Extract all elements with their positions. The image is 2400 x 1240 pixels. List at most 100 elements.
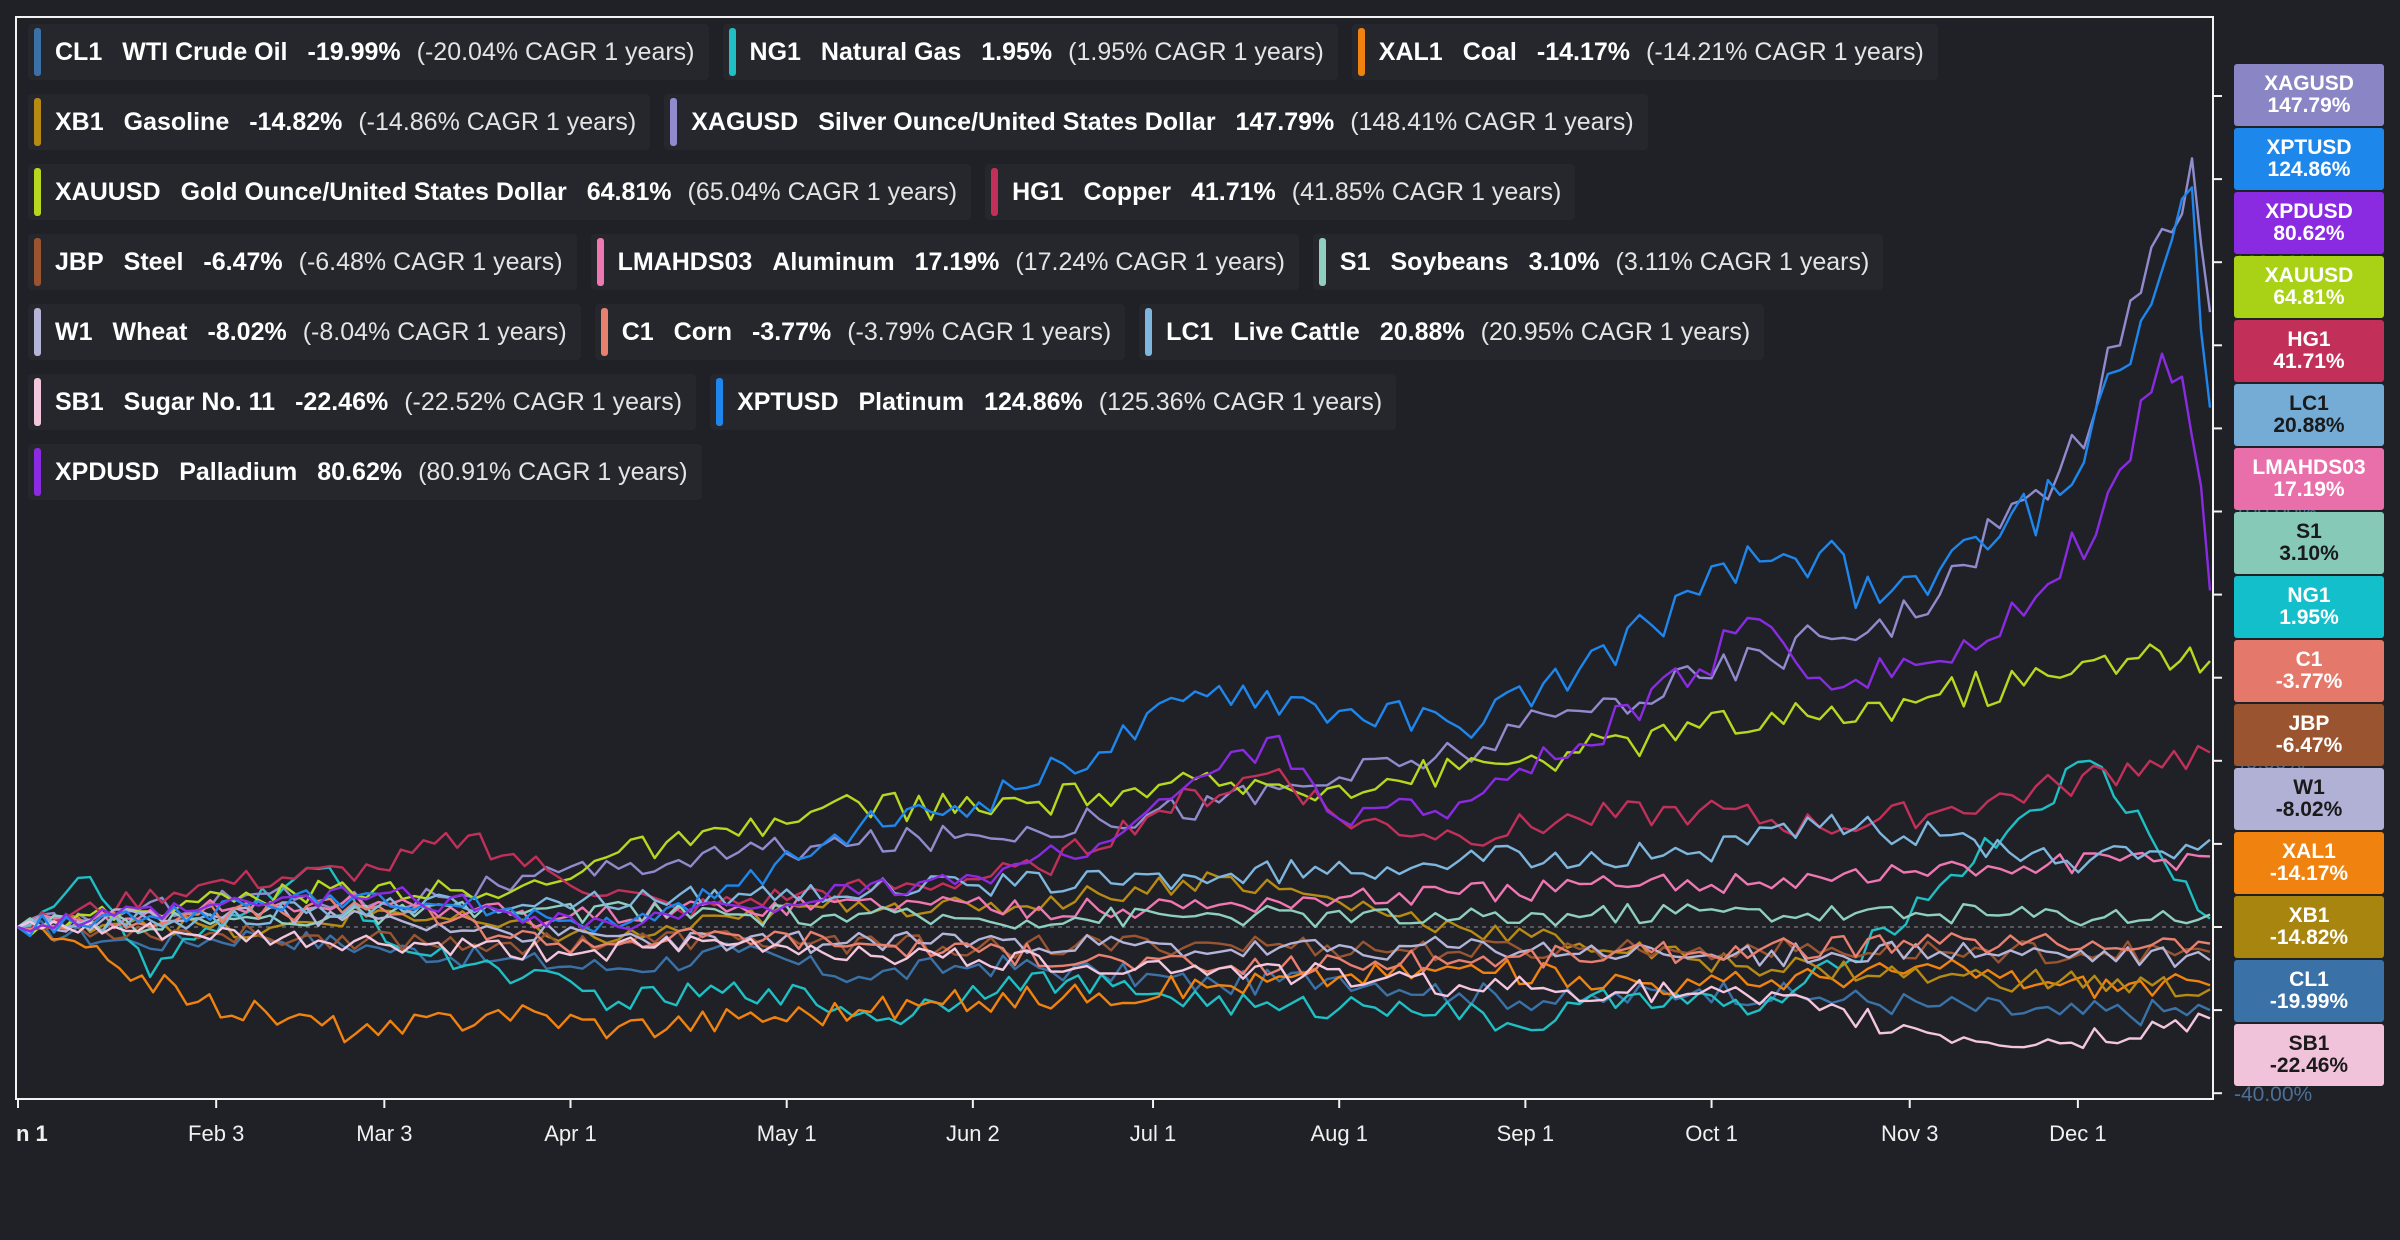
legend-item-ng1[interactable]: NG1 Natural Gas 1.95% (1.95% CAGR 1 years) [722, 24, 1338, 80]
value-badge-xagusd: XAGUSD 147.79% [2234, 64, 2384, 126]
legend-cagr: (-14.86% CAGR 1 years) [358, 107, 637, 136]
legend-symbol: XAUUSD [55, 177, 161, 206]
value-badge-xauusd: XAUUSD 64.81% [2234, 256, 2384, 318]
badge-symbol: LC1 [2289, 392, 2329, 415]
legend-pct: -22.46% [295, 387, 389, 416]
series-line-xauusd [17, 643, 2211, 937]
legend-symbol: SB1 [55, 387, 104, 416]
badge-value: -8.02% [2275, 798, 2343, 821]
legend-swatch [34, 168, 41, 216]
x-tick-label: Feb 3 [188, 1121, 244, 1146]
badge-value: 64.81% [2273, 286, 2345, 309]
legend-swatch [596, 238, 604, 286]
legend-item-xptusd[interactable]: XPTUSD Platinum 124.86% (125.36% CAGR 1 yea… [710, 374, 1397, 430]
legend-cagr: (-14.21% CAGR 1 years) [1646, 37, 1924, 66]
legend-swatch [34, 448, 41, 496]
value-badge-c1: C1 -3.77% [2234, 640, 2384, 702]
legend-swatch [1318, 238, 1326, 286]
badge-symbol: XAL1 [2282, 840, 2336, 863]
legend-name: Soybeans [1390, 247, 1509, 276]
badge-value: -6.47% [2275, 734, 2343, 757]
series-line-ng1 [17, 759, 2211, 1032]
legend-swatch [728, 28, 736, 76]
legend-pct: 3.10% [1528, 247, 1600, 276]
legend-pct: 147.79% [1235, 107, 1335, 136]
legend-symbol: XPTUSD [737, 387, 839, 416]
badge-symbol: CL1 [2289, 968, 2329, 991]
legend-name: Platinum [858, 387, 965, 416]
legend-cagr: (-3.79% CAGR 1 years) [847, 317, 1112, 346]
legend-symbol: NG1 [749, 37, 801, 66]
legend-pct: 20.88% [1379, 317, 1465, 346]
legend-item-w1[interactable]: W1 Wheat -8.02% (-8.04% CAGR 1 years) [28, 304, 581, 360]
legend-name: Gold Ounce/United States Dollar [180, 177, 567, 206]
legend-cagr: (-20.04% CAGR 1 years) [416, 37, 695, 66]
legend-item-sb1[interactable]: SB1 Sugar No. 11 -22.46% (-22.52% CAGR 1 ye… [28, 374, 697, 430]
legend-symbol: CL1 [55, 37, 103, 66]
legend-name: Palladium [179, 457, 298, 486]
series-line-c1 [17, 897, 2211, 977]
legend-item-xagusd[interactable]: XAGUSD Silver Ounce/United States Dollar 1… [664, 94, 1648, 150]
value-badge-xpdusd: XPDUSD 80.62% [2234, 192, 2384, 254]
legend-item-xb1[interactable]: XB1 Gasoline -14.82% (-14.86% CAGR 1 years) [28, 94, 651, 150]
badge-symbol: HG1 [2287, 328, 2331, 351]
legend-cagr: (125.36% CAGR 1 years) [1098, 387, 1383, 416]
legend-name: Silver Ounce/United States Dollar [818, 107, 1216, 136]
value-badge-jbp: JBP -6.47% [2234, 704, 2384, 766]
badge-value: 80.62% [2273, 222, 2345, 245]
legend-swatch [670, 98, 678, 146]
legend-name: Gasoline [123, 107, 230, 136]
legend-pct: -3.77% [751, 317, 832, 346]
legend-swatch [1145, 308, 1153, 356]
legend-name: Copper [1083, 177, 1172, 206]
badge-symbol: SB1 [2288, 1032, 2330, 1055]
badge-symbol: XAUUSD [2264, 264, 2354, 287]
legend-symbol: XPDUSD [55, 457, 160, 486]
legend-cagr: (20.95% CAGR 1 years) [1480, 317, 1751, 346]
legend-symbol: HG1 [1012, 177, 1064, 206]
badge-symbol: C1 [2295, 648, 2323, 671]
legend-item-xal1[interactable]: XAL1 Coal -14.17% (-14.21% CAGR 1 years) [1351, 24, 1938, 80]
legend-item-c1[interactable]: C1 Corn -3.77% (-3.79% CAGR 1 years) [594, 304, 1126, 360]
legend-cagr: (1.95% CAGR 1 years) [1068, 37, 1324, 66]
badge-symbol: NG1 [2287, 584, 2331, 607]
series-line-cl1 [17, 919, 2211, 1027]
legend-item-cl1[interactable]: CL1 WTI Crude Oil -19.99% (-20.04% CAGR 1 y… [28, 24, 709, 80]
legend-symbol: XB1 [55, 107, 104, 136]
legend-item-lc1[interactable]: LC1 Live Cattle 20.88% (20.95% CAGR 1 years… [1139, 304, 1765, 360]
value-badge-s1: S1 3.10% [2234, 512, 2384, 574]
badge-value: -3.77% [2275, 670, 2343, 693]
value-badge-ng1: NG1 1.95% [2234, 576, 2384, 638]
legend-pct: 64.81% [586, 177, 672, 206]
legend-cagr: (3.11% CAGR 1 years) [1615, 247, 1870, 276]
legend-item-s1[interactable]: S1 Soybeans 3.10% (3.11% CAGR 1 years) [1312, 234, 1884, 290]
series-line-sb1 [17, 920, 2211, 1050]
badge-value: 17.19% [2273, 478, 2345, 501]
legend-item-jbp[interactable]: JBP Steel -6.47% (-6.48% CAGR 1 years) [28, 234, 577, 290]
legend-pct: 41.71% [1191, 177, 1276, 206]
legend-name: Aluminum [772, 247, 895, 276]
legend-swatch [34, 378, 41, 426]
value-badge-xptusd: XPTUSD 124.86% [2234, 128, 2384, 190]
legend-item-xauusd[interactable]: XAUUSD Gold Ounce/United States Dollar 64.… [28, 164, 972, 220]
value-badge-cl1: CL1 -19.99% [2234, 960, 2384, 1022]
legend-item-hg1[interactable]: HG1 Copper 41.71% (41.85% CAGR 1 years) [985, 164, 1576, 220]
legend-symbol: W1 [55, 317, 93, 346]
legend-name: Corn [673, 317, 732, 346]
legend-swatch [34, 238, 41, 286]
x-tick-label: Nov 3 [1881, 1121, 1938, 1146]
badge-value: 124.86% [2267, 158, 2351, 181]
legend-name: Wheat [112, 317, 188, 346]
x-tick-label: Jun 2 [946, 1121, 1000, 1146]
legend-item-xpdusd[interactable]: XPDUSD Palladium 80.62% (80.91% CAGR 1 year… [28, 444, 702, 500]
series-line-lc1 [17, 813, 2211, 934]
legend-item-lmahds03[interactable]: LMAHDS03 Aluminum 17.19% (17.24% CAGR 1 yea… [590, 234, 1299, 290]
badge-symbol: LMAHDS03 [2252, 456, 2366, 479]
legend-symbol: C1 [621, 317, 654, 346]
series-line-xal1 [17, 925, 2211, 1044]
plot-frame [15, 16, 2214, 1100]
legend-name: WTI Crude Oil [122, 37, 288, 66]
legend-cagr: (80.91% CAGR 1 years) [418, 457, 688, 486]
legend-symbol: LC1 [1166, 317, 1214, 346]
legend-cagr: (148.41% CAGR 1 years) [1350, 107, 1634, 136]
